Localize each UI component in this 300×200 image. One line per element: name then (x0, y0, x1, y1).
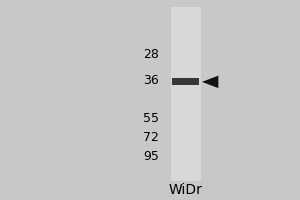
Text: 36: 36 (143, 74, 159, 87)
Polygon shape (202, 76, 218, 88)
Text: 95: 95 (143, 150, 159, 163)
Bar (172, 78, 199, 85)
Bar (171, 7, 200, 181)
Text: WiDr: WiDr (169, 183, 203, 197)
Text: 28: 28 (143, 48, 159, 61)
Text: 72: 72 (143, 131, 159, 144)
Text: 55: 55 (143, 112, 159, 125)
